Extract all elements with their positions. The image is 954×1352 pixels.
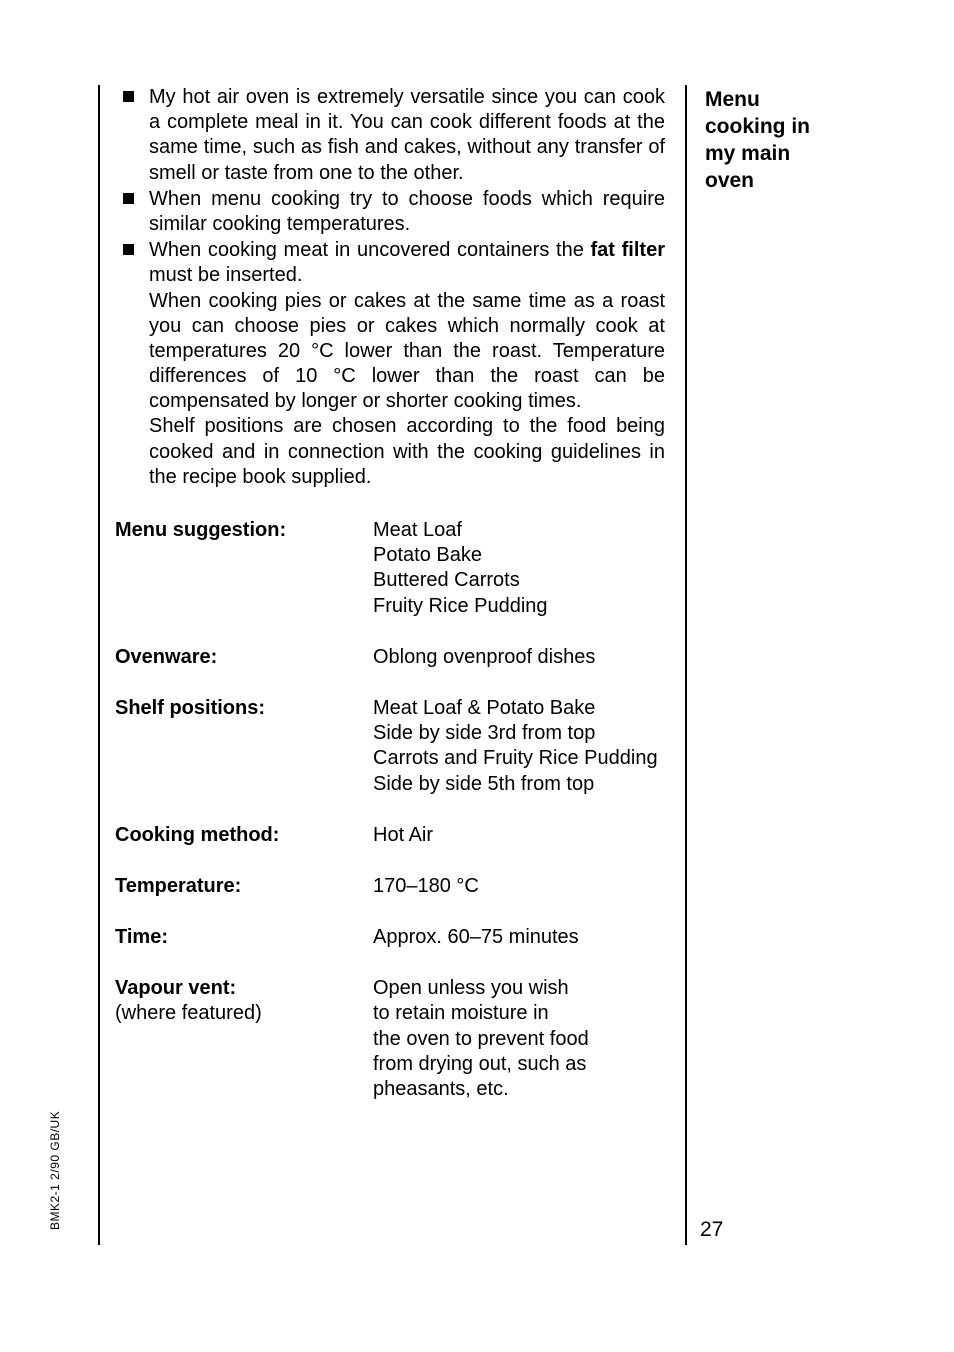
row-vapour-vent: Vapour vent: (where featured) Open unles… (115, 976, 665, 1102)
bullet-text-bold: fat filter (591, 239, 665, 261)
value-line: Oblong ovenproof dishes (373, 645, 665, 670)
page-number: 27 (700, 1218, 723, 1242)
value-line: Potato Bake (373, 543, 665, 568)
row-label: Time: (115, 925, 373, 950)
bullet-continuation: When cooking pies or cakes at the same t… (149, 289, 665, 415)
row-sublabel: (where featured) (115, 1002, 262, 1024)
bullet-text-post: must be inserted. (149, 264, 302, 286)
rule-right-short (685, 1195, 687, 1245)
value-line: Open unless you wish (373, 976, 665, 1001)
bullet-text-pre: When cooking meat in uncovered container… (149, 239, 591, 261)
value-line: Fruity Rice Pudding (373, 594, 665, 619)
row-value: Open unless you wish to retain moisture … (373, 976, 665, 1102)
row-value: Meat Loaf Potato Bake Buttered Carrots F… (373, 518, 665, 619)
value-line: from drying out, such as (373, 1052, 665, 1077)
row-value: Hot Air (373, 823, 665, 848)
bullet-marker-icon (123, 244, 134, 255)
side-code: BMK2-1 2/90 GB/UK (48, 1111, 62, 1230)
rule-left (98, 85, 100, 1245)
value-line: Side by side 5th from top (373, 772, 665, 797)
row-label-text: Vapour vent: (115, 977, 236, 999)
row-cooking-method: Cooking method: Hot Air (115, 823, 665, 848)
value-line: pheasants, etc. (373, 1077, 665, 1102)
row-value: Meat Loaf & Potato Bake Side by side 3rd… (373, 696, 665, 797)
row-time: Time: Approx. 60–75 minutes (115, 925, 665, 950)
bullet-list: My hot air oven is extremely versatile s… (115, 85, 665, 490)
bullet-marker-icon (123, 91, 134, 102)
row-label: Vapour vent: (where featured) (115, 976, 373, 1102)
row-value: Oblong ovenproof dishes (373, 645, 665, 670)
value-line: Buttered Carrots (373, 568, 665, 593)
value-line: Meat Loaf (373, 518, 665, 543)
value-line: Approx. 60–75 minutes (373, 925, 665, 950)
row-ovenware: Ovenware: Oblong ovenproof dishes (115, 645, 665, 670)
row-label: Cooking method: (115, 823, 373, 848)
bullet-text: When menu cooking try to choose foods wh… (149, 188, 665, 235)
value-line: the oven to prevent food (373, 1027, 665, 1052)
row-label: Menu suggestion: (115, 518, 373, 619)
row-value: 170–180 °C (373, 874, 665, 899)
value-line: to retain moisture in (373, 1001, 665, 1026)
row-label: Shelf positions: (115, 696, 373, 797)
row-value: Approx. 60–75 minutes (373, 925, 665, 950)
row-temperature: Temperature: 170–180 °C (115, 874, 665, 899)
row-menu-suggestion: Menu suggestion: Meat Loaf Potato Bake B… (115, 518, 665, 619)
value-line: Side by side 3rd from top (373, 721, 665, 746)
value-line: Hot Air (373, 823, 665, 848)
row-label: Ovenware: (115, 645, 373, 670)
value-line: 170–180 °C (373, 874, 665, 899)
value-line: Carrots and Fruity Rice Pudding (373, 746, 665, 771)
bullet-item: When menu cooking try to choose foods wh… (115, 187, 665, 237)
row-label: Temperature: (115, 874, 373, 899)
main-column: My hot air oven is extremely versatile s… (115, 85, 665, 1128)
value-line: Meat Loaf & Potato Bake (373, 696, 665, 721)
page-content: My hot air oven is extremely versatile s… (115, 85, 840, 1128)
bullet-continuation: Shelf positions are chosen according to … (149, 414, 665, 490)
bullet-text: My hot air oven is extremely versatile s… (149, 86, 665, 184)
row-shelf-positions: Shelf positions: Meat Loaf & Potato Bake… (115, 696, 665, 797)
bullet-item: My hot air oven is extremely versatile s… (115, 85, 665, 186)
bullet-item: When cooking meat in uncovered container… (115, 238, 665, 490)
bullet-marker-icon (123, 193, 134, 204)
